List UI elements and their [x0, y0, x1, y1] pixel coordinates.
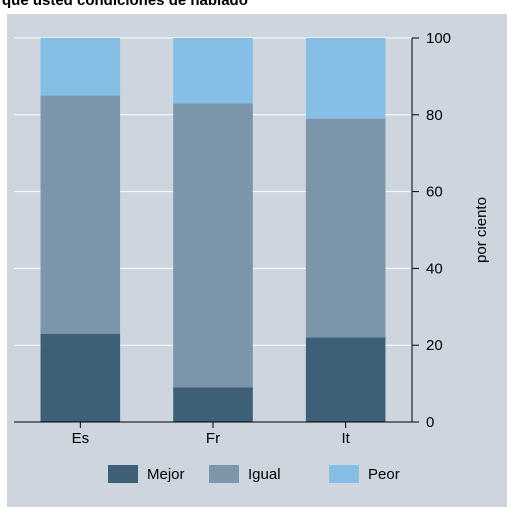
y-tick-label: 100	[426, 30, 451, 47]
legend-swatch-mejor	[108, 465, 138, 483]
bars	[40, 38, 386, 422]
x-tick-label: Es	[72, 430, 90, 447]
bar-segment-peor-it	[305, 38, 386, 119]
chart-title: qué usted condiciones de hablado	[2, 0, 248, 9]
y-tick-label: 20	[426, 337, 443, 354]
bar-segment-igual-fr	[173, 103, 253, 388]
bar-segment-mejor-fr	[173, 387, 253, 422]
bar-segment-mejor-es	[40, 333, 121, 422]
x-tick-label: Fr	[206, 430, 220, 447]
legend-swatch-igual	[209, 465, 239, 483]
legend-label-mejor: Mejor	[147, 466, 185, 483]
axes: Es Fr It 0 20 40 60 80 100 por ciento	[14, 30, 490, 447]
y-tick-label: 0	[426, 414, 434, 431]
legend-label-peor: Peor	[368, 466, 400, 483]
y-tick-label: 40	[426, 260, 443, 277]
y-axis-title: por ciento	[473, 197, 490, 263]
bar-segment-mejor-it	[305, 337, 386, 422]
bar-segment-peor-es	[40, 38, 121, 96]
y-tick-label: 80	[426, 107, 443, 124]
bar-segment-igual-es	[40, 95, 121, 334]
legend: Mejor Igual Peor	[108, 465, 400, 483]
bar-segment-igual-it	[305, 118, 386, 338]
legend-label-igual: Igual	[248, 466, 281, 483]
bar-segment-peor-fr	[173, 38, 253, 104]
x-tick-label: It	[341, 430, 350, 447]
legend-swatch-peor	[329, 465, 359, 483]
y-tick-label: 60	[426, 184, 443, 201]
